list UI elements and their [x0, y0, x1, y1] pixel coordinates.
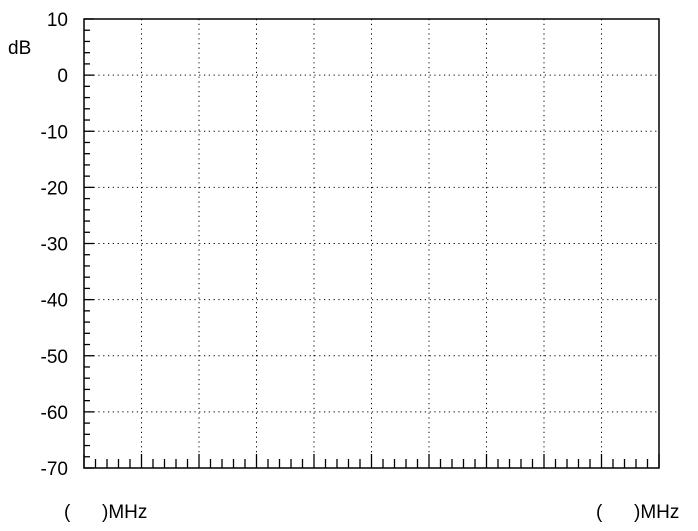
y-tick-label: -10 — [41, 122, 68, 143]
y-tick-label: -20 — [41, 178, 68, 199]
y-tick-label: -30 — [41, 235, 68, 256]
y-axis-label: dB — [8, 38, 31, 59]
plot-frame — [83, 18, 660, 469]
y-tick-label: -40 — [41, 291, 68, 312]
y-tick-label: -70 — [41, 459, 68, 480]
y-tick-labels: 10 0 -10 -20 -30 -40 -50 -60 -70 — [41, 10, 68, 480]
axis-ticks — [83, 18, 660, 469]
x-max-frequency-label: ( )MHz — [596, 502, 680, 523]
y-tick-label: 0 — [57, 66, 68, 87]
y-tick-label: -60 — [41, 403, 68, 424]
grid-lines — [84, 19, 659, 468]
y-tick-label: -50 — [41, 347, 68, 368]
x-min-frequency-label: ( )MHz — [64, 502, 148, 523]
y-tick-label: 10 — [47, 10, 68, 31]
